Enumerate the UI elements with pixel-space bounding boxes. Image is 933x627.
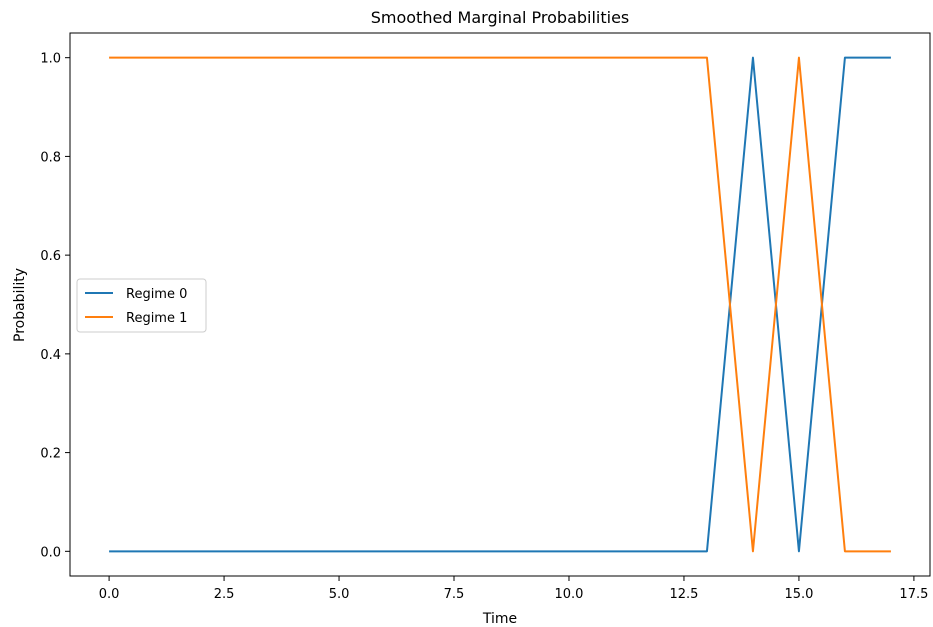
y-tick-label: 0.2 xyxy=(40,447,61,462)
series-line-regime-1 xyxy=(109,56,891,553)
x-tick-label: 15.0 xyxy=(784,587,813,602)
series-layer xyxy=(109,56,891,553)
x-tick-label: 2.5 xyxy=(214,587,235,602)
y-tick-label: 0.8 xyxy=(40,150,61,165)
x-tick-label: 17.5 xyxy=(899,587,928,602)
y-axis-title: Probability xyxy=(12,268,28,342)
x-tick-label: 5.0 xyxy=(329,587,350,602)
x-axis: 0.0 2.5 5.0 7.5 10.0 12.5 15.0 17.5 xyxy=(99,576,928,602)
plot-frame xyxy=(69,32,931,577)
legend-label-regime-1: Regime 1 xyxy=(126,311,187,326)
y-tick-label: 0.6 xyxy=(40,249,61,264)
legend: Regime 0 Regime 1 xyxy=(76,278,207,333)
x-tick-label: 0.0 xyxy=(99,587,120,602)
series-line-regime-0 xyxy=(109,56,891,553)
y-tick-label: 0.4 xyxy=(40,348,61,363)
y-tick-label: 1.0 xyxy=(40,52,61,67)
y-axis: 0.0 0.2 0.4 0.6 0.8 1.0 xyxy=(40,52,70,560)
x-tick-label: 7.5 xyxy=(444,587,465,602)
x-tick-label: 12.5 xyxy=(669,587,698,602)
x-tick-label: 10.0 xyxy=(555,587,584,602)
x-axis-title: Time xyxy=(482,611,517,627)
y-tick-label: 0.0 xyxy=(40,545,61,560)
chart-title: Smoothed Marginal Probabilities xyxy=(371,8,630,27)
legend-label-regime-0: Regime 0 xyxy=(126,287,187,302)
